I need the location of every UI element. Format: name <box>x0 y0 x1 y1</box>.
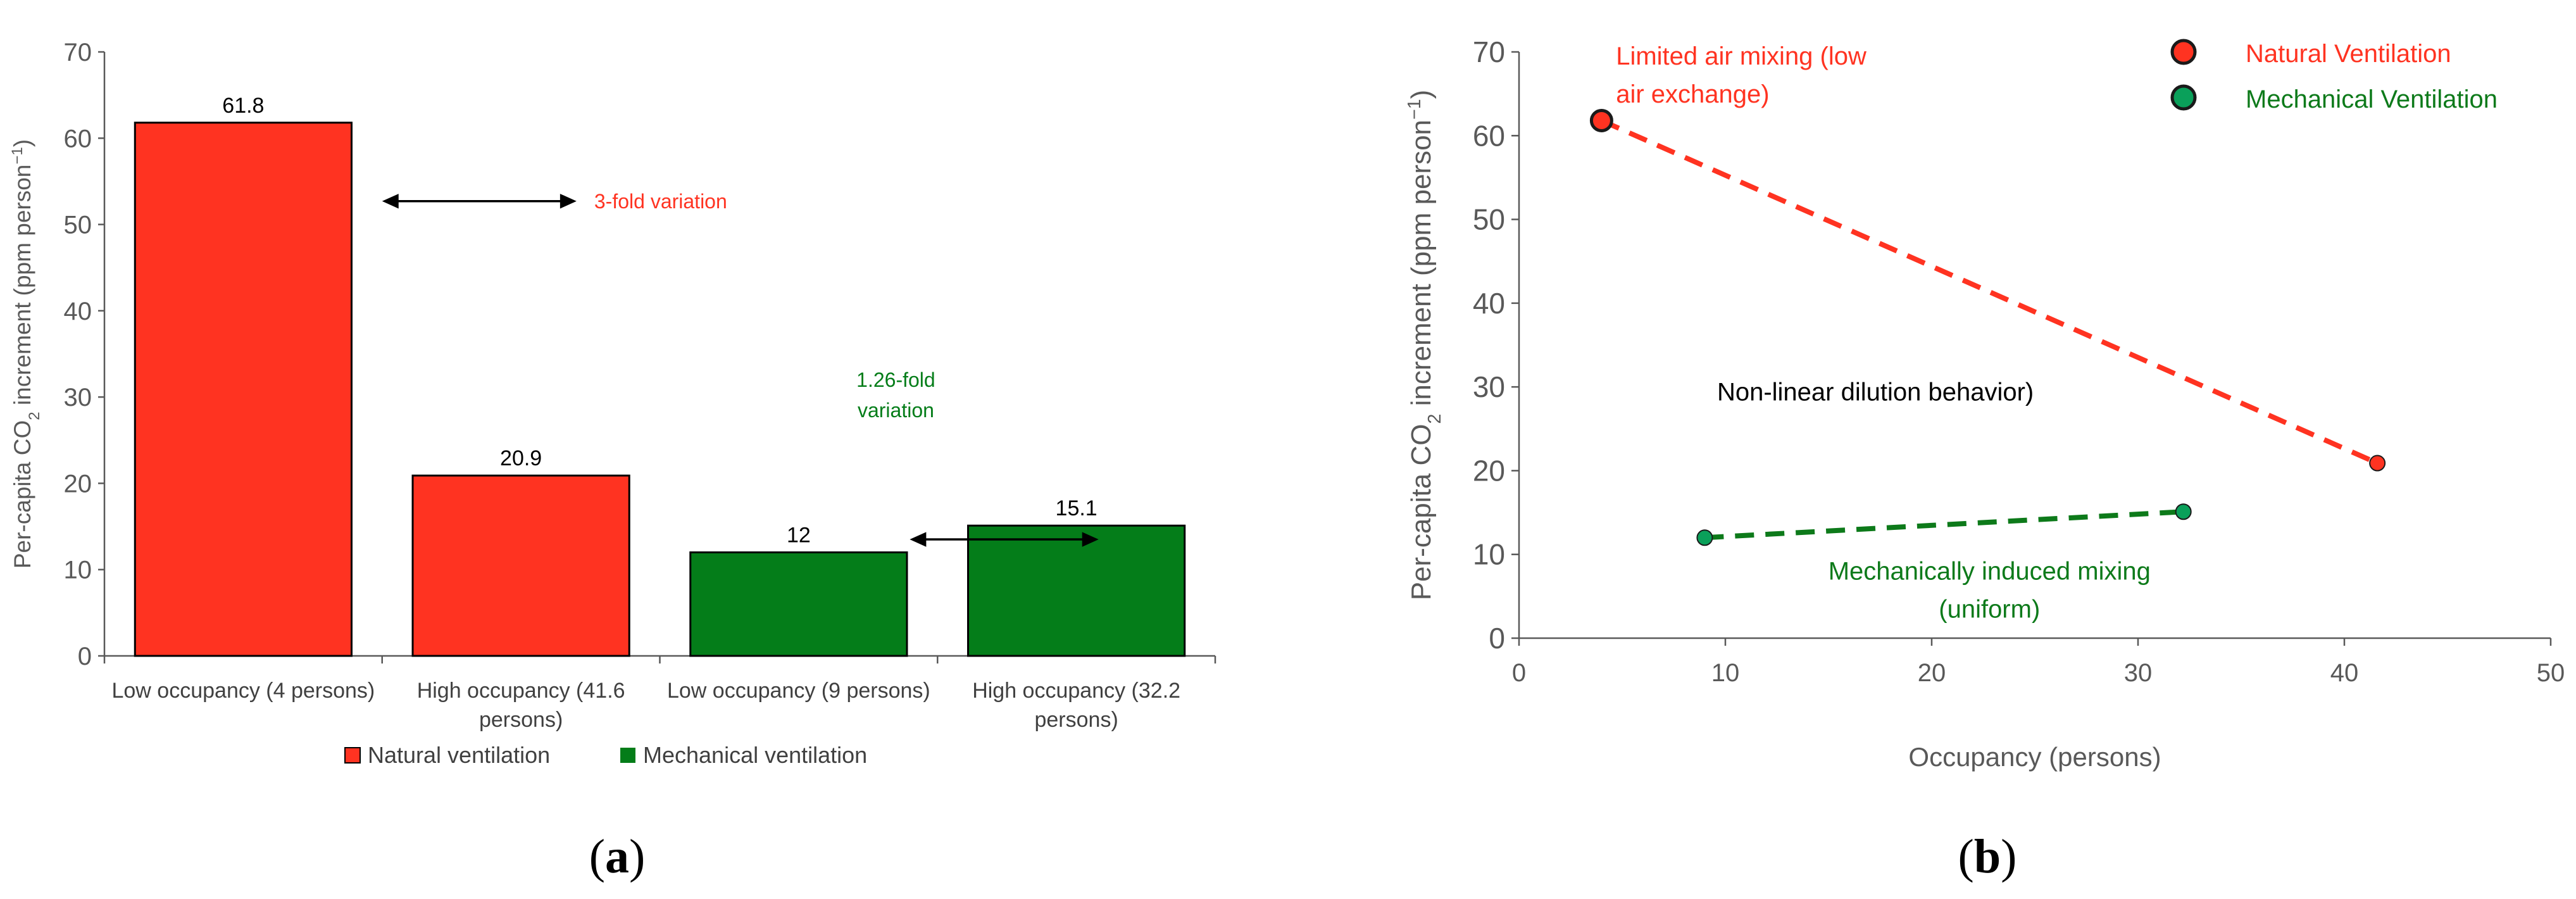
y-axis-label-part: increment (ppm person <box>1406 120 1437 414</box>
y-tick-label: 20 <box>64 470 92 498</box>
paren-open: ( <box>589 830 605 883</box>
legend-marker <box>2170 84 2197 111</box>
y-tick-label: 60 <box>1473 119 1505 152</box>
y-axis-label-part: −1 <box>1404 99 1425 120</box>
arrow-head-right <box>1082 532 1099 547</box>
x-tick-label: 10 <box>1711 659 1740 687</box>
x-category-label: persons) <box>1034 708 1118 732</box>
y-axis-label-part: Per-capita CO <box>1406 424 1437 601</box>
y-tick-label: 70 <box>64 39 92 66</box>
data-point <box>1696 529 1713 546</box>
y-tick-label: 10 <box>64 556 92 584</box>
series-line-1 <box>1600 118 2379 466</box>
legend-label: Mechanical ventilation <box>643 742 867 768</box>
bar-2 <box>411 474 630 657</box>
x-axis-label: Occupancy (persons) <box>1908 742 2161 772</box>
y-axis-label-part: ) <box>1406 90 1437 99</box>
legend-label: Mechanical Ventilation <box>2246 85 2498 113</box>
y-tick-label: 70 <box>1473 35 1505 68</box>
annotation-text: Non-linear dilution behavior) <box>1717 378 2034 406</box>
panel-label-a: (a) <box>589 830 646 883</box>
bar-value-label: 61.8 <box>222 94 264 118</box>
annotation-text: Limited air mixing (low <box>1616 42 1866 70</box>
bar-3 <box>689 551 908 657</box>
y-tick-label: 60 <box>64 125 92 153</box>
legend-label: Natural ventilation <box>368 742 550 768</box>
annotation-text: Mechanically induced mixing <box>1829 557 2151 585</box>
y-tick-label: 50 <box>64 211 92 239</box>
annotation-text: air exchange) <box>1616 80 1769 108</box>
bar-value-label: 12 <box>787 523 811 547</box>
y-axis-label-part: increment (ppm person <box>9 165 35 412</box>
x-category-label: Low occupancy (9 persons) <box>667 679 930 703</box>
paren-close: ) <box>629 830 645 883</box>
data-point <box>2175 503 2192 520</box>
x-tick-label: 0 <box>1512 659 1526 687</box>
paren-open: ( <box>1958 830 1974 883</box>
x-category-label: Low occupancy (4 persons) <box>111 679 375 703</box>
legend-swatch <box>620 748 635 763</box>
bar-value-label: 15.1 <box>1056 496 1097 520</box>
annotation-text: 1.26-fold <box>856 368 935 391</box>
y-axis-label: Per-capita CO2 increment (ppm person−1) <box>9 139 43 569</box>
arrow-head-left <box>382 194 399 209</box>
y-tick-label: 30 <box>1473 370 1505 403</box>
y-tick-label: 40 <box>1473 287 1505 320</box>
panel-letter: b <box>1974 830 2001 883</box>
x-tick-label: 20 <box>1918 659 1946 687</box>
y-axis-label-part: 2 <box>1425 414 1445 424</box>
legend-marker <box>2170 39 2197 65</box>
bar-1 <box>134 122 353 657</box>
y-axis-label-part: ) <box>9 139 35 147</box>
x-tick-label: 30 <box>2124 659 2153 687</box>
annotation-text: variation <box>858 399 934 422</box>
y-tick-label: 0 <box>1489 622 1505 655</box>
arrow-head-left <box>910 532 927 547</box>
scatter-chart-panel-b: 0 10 20 30 40 50 60 70 0 10 20 30 40 50 Occupancy (per… <box>1404 35 2565 883</box>
y-axis-label-part: 2 <box>26 412 43 420</box>
bar-chart-panel-a: 0 10 20 30 40 50 60 70 61.8 20.9 12 15.1 Low occupan… <box>9 39 1216 883</box>
x-tick-label: 50 <box>2537 659 2565 687</box>
x-category-label: persons) <box>479 708 563 732</box>
paren-close: ) <box>2001 830 2016 883</box>
data-point <box>1589 108 1613 132</box>
y-tick-label: 30 <box>64 384 92 412</box>
bar-value-label: 20.9 <box>500 446 542 470</box>
y-tick-label: 0 <box>78 643 92 670</box>
series-line-2 <box>1704 509 2184 541</box>
y-axis-label: Per-capita CO2 increment (ppm person−1) <box>1404 90 1445 601</box>
y-axis-label-part: Per-capita CO <box>9 420 35 569</box>
x-tick-label: 40 <box>2330 659 2359 687</box>
bar-4 <box>967 524 1186 657</box>
panel-letter: a <box>605 830 629 883</box>
y-tick-label: 20 <box>1473 454 1505 487</box>
annotation-text: (uniform) <box>1939 595 2040 623</box>
legend-swatch <box>344 747 361 764</box>
data-point <box>2369 455 2386 472</box>
panel-label-b: (b) <box>1958 830 2017 883</box>
x-category-label: High occupancy (41.6 <box>417 679 625 703</box>
y-tick-label: 10 <box>1473 538 1505 571</box>
legend-label: Natural Ventilation <box>2246 40 2451 68</box>
y-tick-label: 40 <box>64 298 92 325</box>
y-axis-label-part: −1 <box>9 147 26 164</box>
arrow-head-right <box>560 194 577 209</box>
x-category-label: High occupancy (32.2 <box>972 679 1180 703</box>
y-tick-label: 50 <box>1473 203 1505 236</box>
annotation-text: 3-fold variation <box>594 190 727 213</box>
